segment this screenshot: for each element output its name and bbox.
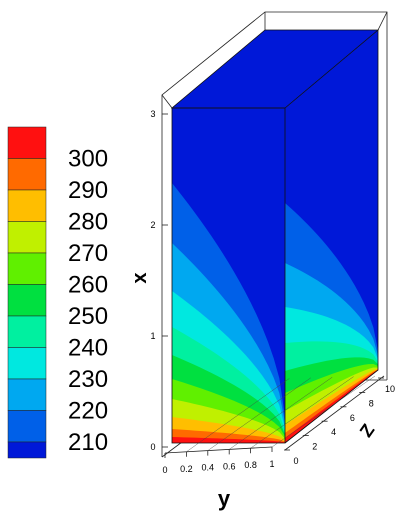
x-axis-label: x [129,272,151,283]
legend-label-240: 240 [68,335,108,362]
z-tick-4: 4 [331,427,336,437]
x-tick-1: 1 [150,331,155,341]
x-tick-2: 2 [150,220,155,230]
y-axis-label: y [218,486,231,511]
legend-swatch-290 [7,158,47,191]
z-axis-label: Z [356,420,379,440]
legend-label-300: 300 [68,146,108,173]
legend-label-210: 210 [68,429,108,456]
z-tick-8: 8 [369,398,374,408]
box-edges [171,30,379,444]
x-tick-0: 0 [150,442,155,452]
z-tick-2: 2 [312,442,317,452]
legend-swatch-bottom [7,441,47,459]
y-tick-0.6: 0.6 [223,461,236,471]
legend-label-260: 260 [68,272,108,299]
y-axis-ticks: 0 0.2 0.4 0.6 0.8 1 [162,446,275,475]
x-tick-3: 3 [150,109,155,119]
legend-swatch-210 [7,410,47,443]
z-tick-0: 0 [293,456,298,466]
y-tick-0.4: 0.4 [202,463,215,473]
legend-label-230: 230 [68,366,108,393]
front-band [172,437,285,443]
legend-swatch-230 [7,347,47,380]
x-axis-ticks: 0 1 2 3 [150,109,168,452]
legend-swatch-270 [7,221,47,254]
legend-swatch-220 [7,378,47,411]
y-tick-1: 1 [269,459,274,469]
legend-swatch-240 [7,315,47,348]
legend-label-280: 280 [68,209,108,236]
front-face-contours [172,108,285,443]
y-tick-0: 0 [162,465,167,475]
y-tick-0.2: 0.2 [180,464,193,474]
z-tick-6: 6 [350,413,355,423]
legend-label-220: 220 [68,398,108,425]
legend-label-290: 290 [68,177,108,204]
legend-label-250: 250 [68,303,108,330]
color-legend: 300 290 280 270 260 250 240 230 220 210 [7,126,108,459]
legend-swatch-260 [7,252,47,285]
legend-swatch-280 [7,189,47,222]
z-axis-ticks: 0 2 4 6 8 10 [186,375,395,466]
z-tick-10: 10 [385,384,395,394]
legend-swatch-250 [7,284,47,317]
y-tick-0.8: 0.8 [244,460,257,470]
legend-label-270: 270 [68,240,108,267]
legend-swatch-300 [7,126,47,159]
